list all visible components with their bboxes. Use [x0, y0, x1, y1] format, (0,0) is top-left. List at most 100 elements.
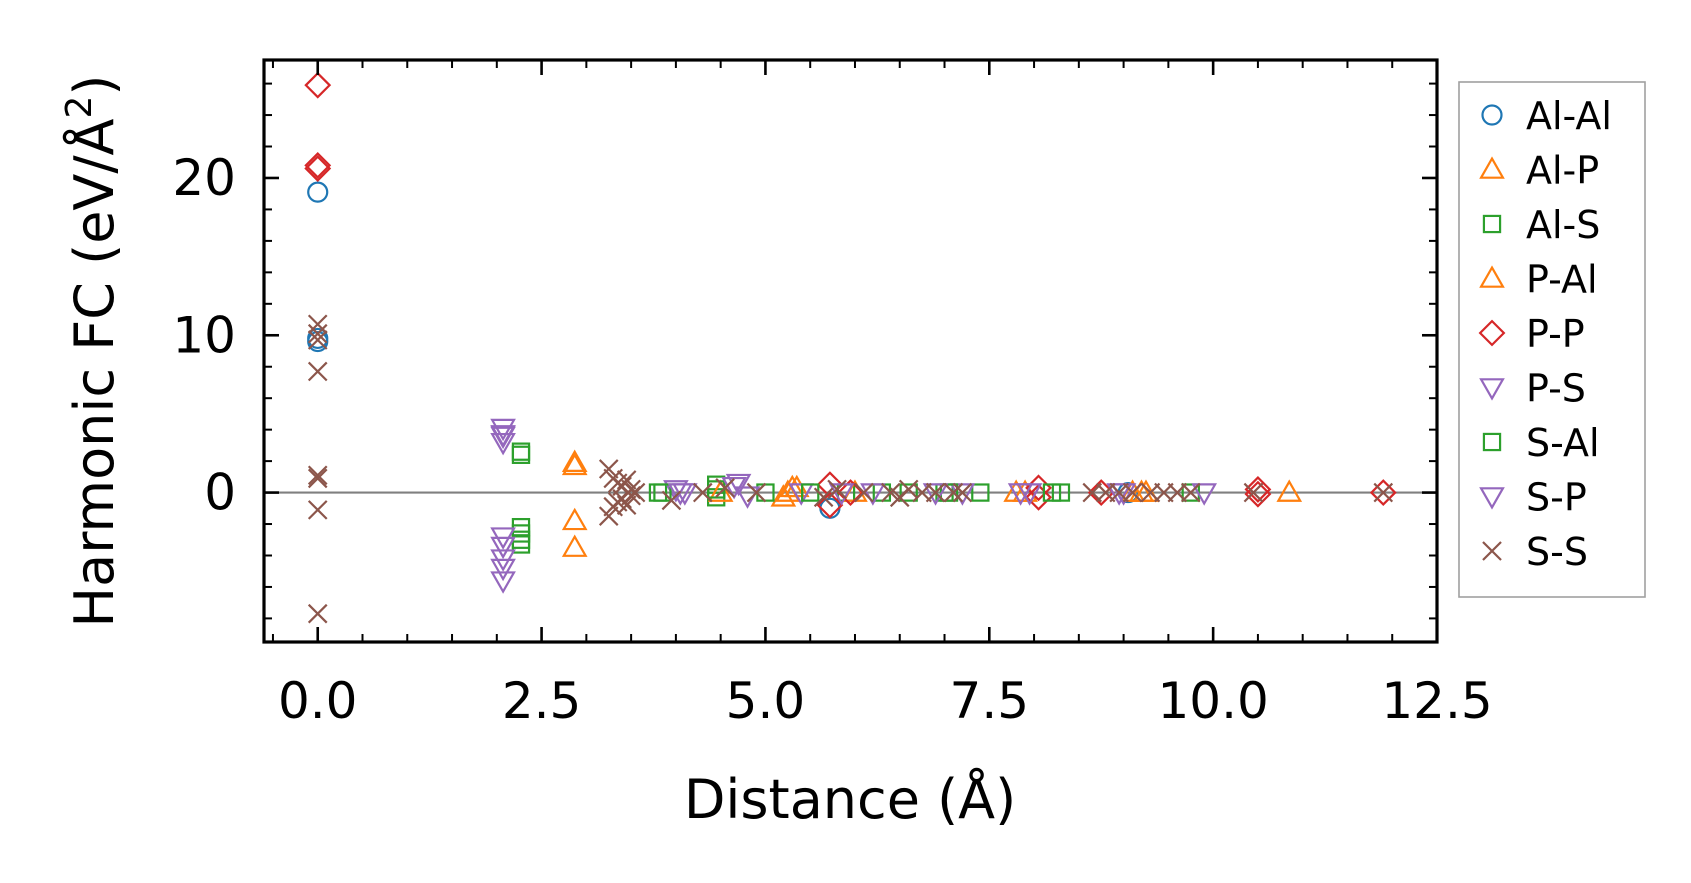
data-point: [1244, 475, 1272, 503]
data-point: [616, 470, 637, 490]
y-axis-title-main: Harmonic FC (eV/Å: [62, 118, 126, 627]
data-point: [1276, 479, 1303, 502]
data-point: [304, 155, 332, 182]
data-point: [1016, 483, 1043, 506]
legend-item-al-s: Al-S: [1482, 203, 1600, 247]
legend-item-al-p: Al-P: [1479, 149, 1599, 193]
data-point: [899, 483, 918, 502]
data-point: [307, 314, 328, 335]
data-point: [715, 478, 735, 498]
data-point: [1122, 482, 1143, 503]
y-axis-title-close: ): [63, 75, 126, 96]
y-tick-label: 0: [204, 464, 236, 522]
legend-box: [1458, 81, 1646, 598]
y-tick-label: 20: [172, 149, 236, 207]
legend-label: S-P: [1526, 476, 1587, 520]
data-point: [307, 181, 329, 203]
data-point: [490, 418, 516, 442]
legend-item-p-al: P-Al: [1479, 258, 1598, 302]
legend-marker: [1482, 541, 1502, 561]
x-tick-label: 0.0: [278, 672, 358, 730]
legend-item-s-p: S-P: [1479, 476, 1587, 520]
legend-marker: [1478, 319, 1506, 347]
series-al-al: [307, 181, 1139, 519]
legend-marker: [1479, 265, 1505, 288]
data-point: [561, 507, 588, 531]
data-point: [837, 479, 864, 506]
data-point: [307, 330, 329, 353]
data-point: [707, 479, 734, 502]
data-point: [813, 487, 834, 508]
data-point: [598, 459, 619, 479]
legend-marker: [1481, 104, 1503, 126]
series-p-p: [304, 71, 1397, 519]
legend-label: P-P: [1526, 312, 1585, 356]
data-point: [511, 445, 531, 464]
data-point: [307, 323, 328, 344]
data-point: [490, 536, 516, 560]
data-point: [661, 490, 682, 511]
data-point: [854, 482, 874, 503]
data-point: [880, 482, 901, 503]
data-point: [561, 449, 588, 472]
y-axis-title-superscript: 2: [59, 96, 100, 119]
y-axis-title: Harmonic FC (eV/Å2): [59, 75, 126, 628]
data-point: [898, 479, 919, 500]
data-point: [721, 476, 747, 500]
data-point: [819, 497, 841, 519]
data-point: [1191, 483, 1218, 506]
data-point: [922, 483, 949, 506]
series-s-s: [307, 314, 1394, 624]
legend-label: S-Al: [1526, 421, 1600, 465]
data-point: [625, 482, 646, 503]
data-point: [952, 482, 973, 503]
data-point: [1369, 479, 1397, 506]
data-point: [692, 482, 713, 503]
legend-label: S-S: [1526, 530, 1588, 574]
data-point: [490, 571, 516, 594]
data-point: [1243, 482, 1264, 503]
legend-item-p-s: P-S: [1479, 367, 1586, 411]
data-point: [490, 549, 516, 572]
legend-marker: [1482, 214, 1502, 234]
data-point: [1180, 482, 1201, 503]
legend-item-s-al: S-Al: [1482, 421, 1600, 465]
legend-label: Al-P: [1526, 149, 1599, 193]
legend-marker: [1479, 378, 1505, 401]
data-point: [490, 425, 516, 448]
legend-label: P-Al: [1526, 258, 1598, 302]
axis-tick-labels: 0.0 2.5 5.0 7.5 10.0 12.5 0 10 20: [172, 149, 1492, 730]
data-point: [307, 500, 328, 520]
data-point: [304, 151, 332, 179]
legend-item-al-al: Al-Al: [1481, 94, 1612, 138]
data-point: [925, 482, 946, 503]
data-point: [653, 483, 672, 502]
data-point: [307, 330, 328, 350]
x-axis-title: Distance (Å): [684, 767, 1016, 831]
data-point: [511, 517, 531, 537]
legend-label: P-S: [1526, 367, 1586, 411]
data-point: [561, 534, 588, 557]
legend-item-s-s: S-S: [1482, 530, 1588, 574]
data-point: [307, 603, 328, 624]
data-point: [667, 483, 694, 506]
series-p-s: [490, 418, 1218, 594]
data-point: [561, 452, 588, 476]
data-point: [816, 491, 844, 519]
data-point: [307, 468, 328, 489]
legend-marker: [1482, 432, 1502, 452]
x-tick-label: 12.5: [1381, 672, 1492, 730]
axes-frame: [262, 58, 1439, 644]
x-tick-label: 10.0: [1157, 672, 1268, 730]
data-point: [490, 558, 516, 582]
data-point: [616, 495, 637, 515]
x-tick-label: 5.0: [726, 672, 806, 730]
data-point: [490, 432, 516, 456]
data-point: [1373, 482, 1394, 503]
data-point: [1025, 483, 1052, 511]
data-point: [598, 506, 619, 526]
legend-label: Al-Al: [1526, 94, 1612, 138]
data-point: [943, 482, 964, 503]
data-point: [511, 535, 531, 554]
